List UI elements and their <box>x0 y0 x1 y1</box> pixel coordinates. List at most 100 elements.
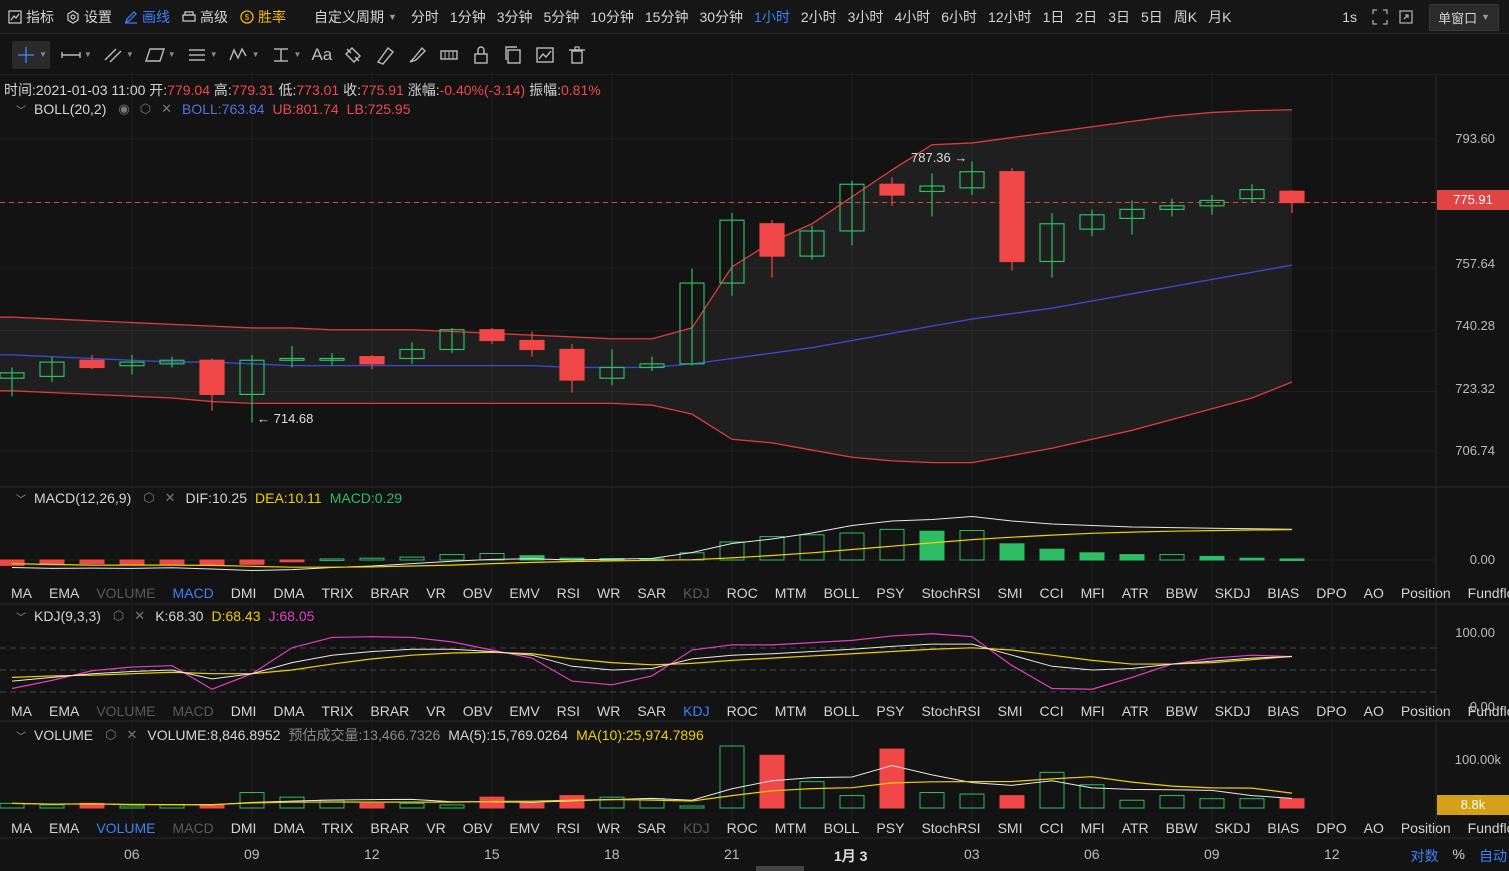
indicator-tab[interactable]: VR <box>426 703 446 719</box>
auto-toggle[interactable]: 自动 <box>1479 848 1507 864</box>
indicator-tab[interactable]: PSY <box>876 585 905 601</box>
indicator-tab[interactable]: DPO <box>1316 703 1347 719</box>
indicator-tab[interactable]: ROC <box>726 703 758 719</box>
indicator-tab[interactable]: RSI <box>556 585 581 601</box>
log-toggle[interactable]: 对数 <box>1410 848 1439 864</box>
indicator-tab[interactable]: Fundflow <box>1467 703 1509 719</box>
indicator-tab[interactable]: KDJ <box>683 585 710 601</box>
indicator-tab[interactable]: PSY <box>876 703 905 719</box>
indicator-tab[interactable]: TRIX <box>321 703 354 719</box>
indicator-tab[interactable]: ROC <box>726 820 758 836</box>
indicator-tab[interactable]: BRAR <box>370 703 410 719</box>
indicator-tab[interactable]: SMI <box>997 820 1023 836</box>
indicators-button[interactable]: 指标 <box>8 7 54 27</box>
indicator-tab[interactable]: WR <box>597 703 621 719</box>
advanced-button[interactable]: 高级 <box>182 7 228 27</box>
indicator-tab[interactable]: Fundflow <box>1467 585 1509 601</box>
indicator-tab[interactable]: OBV <box>462 703 493 719</box>
indicator-tab[interactable]: TRIX <box>321 820 354 836</box>
indicator-tab[interactable]: Fundflow <box>1467 820 1509 836</box>
indicator-tab[interactable]: StochRSI <box>921 820 981 836</box>
measure-tool[interactable]: ▼ <box>270 41 301 69</box>
indicator-tab[interactable]: AO <box>1363 585 1384 601</box>
indicator-tab[interactable]: SKDJ <box>1214 820 1251 836</box>
indicator-tab[interactable]: TRIX <box>321 585 354 601</box>
window-mode-dropdown[interactable]: 单窗口 ▼ <box>1429 3 1499 31</box>
indicator-tab[interactable]: EMA <box>49 703 80 719</box>
delete-tool[interactable] <box>566 41 588 69</box>
indicator-tab[interactable]: RSI <box>556 820 581 836</box>
indicator-tab[interactable]: BBW <box>1165 820 1198 836</box>
period-option[interactable]: 1日 <box>1042 8 1065 25</box>
indicator-tab[interactable]: DMA <box>273 820 305 836</box>
indicator-tab[interactable]: CCI <box>1039 703 1064 719</box>
indicator-tab[interactable]: EMV <box>509 703 540 719</box>
period-option[interactable]: 分时 <box>410 8 439 25</box>
indicator-tab[interactable]: MTM <box>774 820 807 836</box>
indicator-tab[interactable]: ATR <box>1121 820 1149 836</box>
close-icon[interactable]: ✕ <box>126 727 138 742</box>
lock-tool[interactable] <box>470 41 492 69</box>
indicator-tab[interactable]: VOLUME <box>96 585 156 601</box>
indicator-tab[interactable]: BRAR <box>370 585 410 601</box>
indicator-tab[interactable]: EMA <box>49 820 80 836</box>
indicator-tab[interactable]: ATR <box>1121 585 1149 601</box>
indicator-tab[interactable]: BRAR <box>370 820 410 836</box>
winrate-button[interactable]: $ 胜率 <box>240 7 286 27</box>
indicator-tab[interactable]: MFI <box>1080 703 1105 719</box>
brush-tool[interactable] <box>406 41 428 69</box>
collapse-chevron-icon[interactable]: ﹀ <box>16 105 26 117</box>
indicator-tab[interactable]: VOLUME <box>96 703 156 719</box>
period-option[interactable]: 3小时 <box>847 8 884 25</box>
period-option[interactable]: 月K <box>1208 8 1232 25</box>
indicator-tab[interactable]: StochRSI <box>921 585 981 601</box>
indicator-tab[interactable]: BBW <box>1165 585 1198 601</box>
gear-icon[interactable]: ⬡ <box>139 101 152 116</box>
period-option[interactable]: 2小时 <box>800 8 837 25</box>
indicator-tab[interactable]: PSY <box>876 820 905 836</box>
period-option[interactable]: 15分钟 <box>644 8 689 25</box>
pattern-tool[interactable] <box>438 41 460 69</box>
indicator-tab[interactable]: EMV <box>509 585 540 601</box>
refresh-interval[interactable]: 1s <box>1342 9 1358 25</box>
indicator-tab[interactable]: MACD <box>172 703 214 719</box>
period-option[interactable]: 1分钟 <box>449 8 486 25</box>
crosshair-tool[interactable]: ▼ <box>12 40 50 69</box>
close-icon[interactable]: ✕ <box>164 490 176 505</box>
fullscreen-icon[interactable] <box>1371 8 1389 26</box>
collapse-chevron-icon[interactable]: ﹀ <box>16 731 26 743</box>
indicator-tab[interactable]: VR <box>426 585 446 601</box>
indicator-tab[interactable]: MTM <box>774 703 807 719</box>
period-option[interactable]: 30分钟 <box>699 8 744 25</box>
indicator-tab[interactable]: AO <box>1363 820 1384 836</box>
indicator-tab[interactable]: MACD <box>172 820 214 836</box>
text-tool[interactable]: Aa <box>311 41 332 69</box>
indicator-tab[interactable]: MACD <box>172 585 214 601</box>
indicator-tab[interactable]: VR <box>426 820 446 836</box>
custom-period-dropdown[interactable]: 自定义周期 ▼ <box>314 7 397 27</box>
indicator-tab[interactable]: BBW <box>1165 703 1198 719</box>
fib-tool[interactable]: ▼ <box>186 41 218 69</box>
indicator-tab[interactable]: BOLL <box>823 585 860 601</box>
screenshot-tool[interactable] <box>534 41 556 69</box>
collapse-chevron-icon[interactable]: ﹀ <box>16 494 26 506</box>
indicator-tab[interactable]: DMA <box>273 585 305 601</box>
indicator-tab[interactable]: MFI <box>1080 585 1105 601</box>
wave-tool[interactable]: ▼ <box>228 41 260 69</box>
draw-button[interactable]: 画线 <box>124 7 170 27</box>
indicator-tab[interactable]: CCI <box>1039 820 1064 836</box>
indicator-tab[interactable]: AO <box>1363 703 1384 719</box>
indicator-tab[interactable]: MFI <box>1080 820 1105 836</box>
collapse-chevron-icon[interactable]: ﹀ <box>16 612 26 624</box>
indicator-tab[interactable]: SAR <box>637 703 667 719</box>
period-option[interactable]: 4小时 <box>894 8 931 25</box>
period-option[interactable]: 3分钟 <box>496 8 533 25</box>
eraser-tool[interactable] <box>374 41 396 69</box>
shape-tool[interactable]: ▼ <box>144 41 176 69</box>
gear-icon[interactable]: ⬡ <box>112 608 125 623</box>
period-option[interactable]: 6小时 <box>941 8 978 25</box>
magnet-tool[interactable] <box>342 41 364 69</box>
period-option[interactable]: 1小时 <box>754 8 790 25</box>
gear-icon[interactable]: ⬡ <box>143 490 155 505</box>
